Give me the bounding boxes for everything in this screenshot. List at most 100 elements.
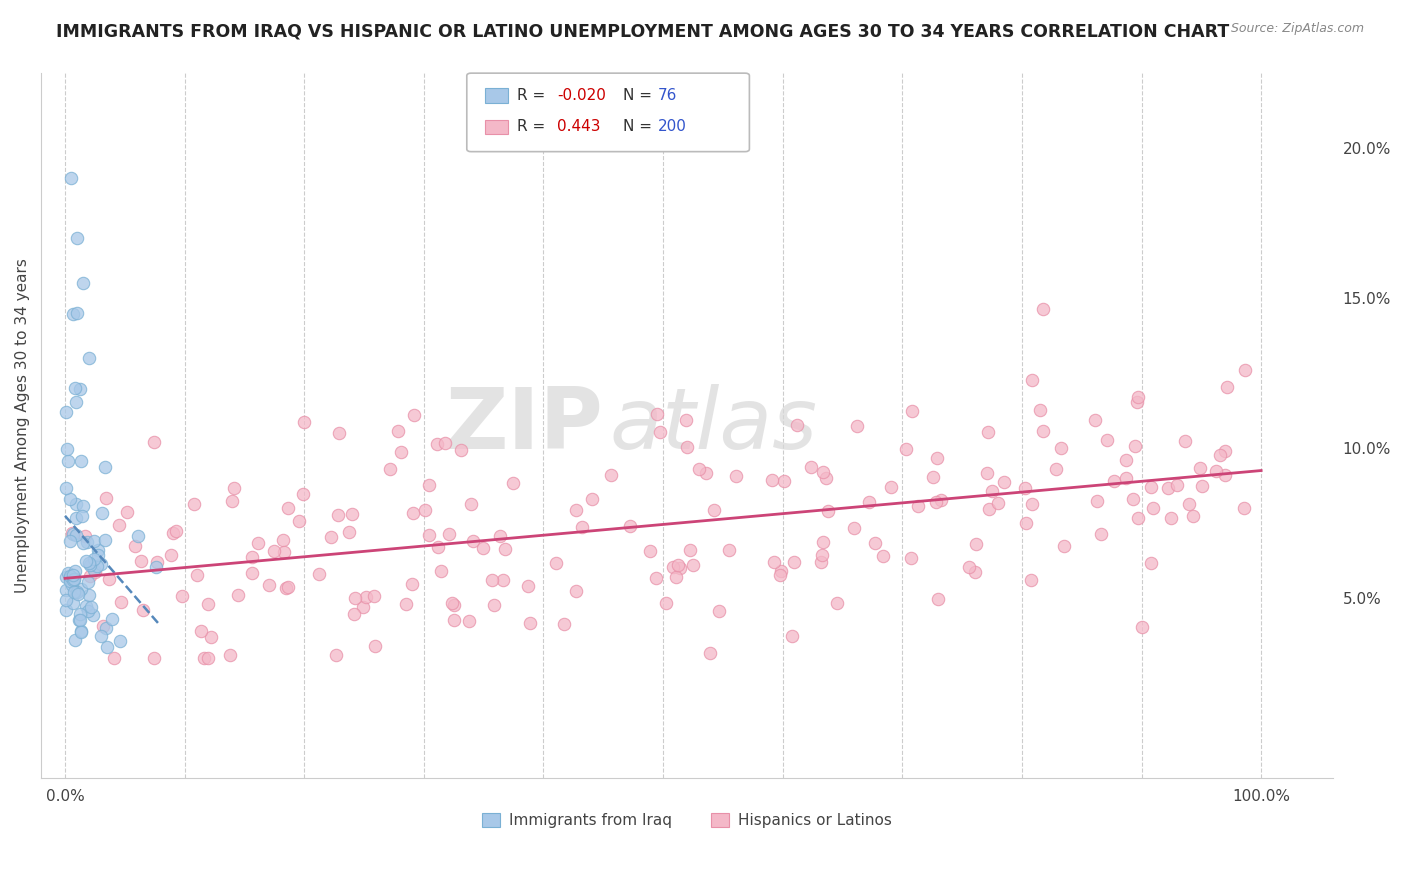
Point xyxy=(981,484,1004,499)
Point xyxy=(69,383,91,397)
Point xyxy=(434,435,457,450)
Point xyxy=(1053,539,1076,553)
Point xyxy=(193,651,215,665)
Point xyxy=(492,573,515,587)
Point xyxy=(688,462,710,476)
Point xyxy=(619,519,641,533)
Point xyxy=(1142,501,1164,516)
Point xyxy=(186,568,208,582)
Point xyxy=(145,560,167,574)
Text: atlas: atlas xyxy=(609,384,817,467)
Point xyxy=(63,572,86,586)
Point xyxy=(73,529,96,543)
Point xyxy=(277,580,299,594)
Point xyxy=(675,413,697,427)
Point xyxy=(430,564,453,578)
Point xyxy=(599,467,621,482)
Point xyxy=(91,619,114,633)
Point xyxy=(197,597,219,611)
Point xyxy=(325,648,347,662)
Point xyxy=(460,497,482,511)
Point xyxy=(1213,467,1236,482)
Point xyxy=(461,534,484,549)
Point xyxy=(94,459,117,474)
Point xyxy=(86,548,108,562)
Point xyxy=(56,442,79,456)
Point xyxy=(426,540,449,554)
Point xyxy=(1160,510,1182,524)
Point xyxy=(170,589,193,603)
Point xyxy=(86,558,108,573)
Point xyxy=(63,572,86,586)
Point xyxy=(363,640,385,654)
Point xyxy=(115,505,138,519)
Point xyxy=(707,604,730,618)
Point xyxy=(110,595,132,609)
Point xyxy=(228,588,250,602)
Point xyxy=(65,564,87,578)
Point xyxy=(197,651,219,665)
Point xyxy=(143,435,166,450)
Text: R =: R = xyxy=(517,88,551,103)
Point xyxy=(221,494,243,508)
Point xyxy=(69,454,91,468)
Point xyxy=(565,503,588,517)
Point xyxy=(662,560,685,574)
Point xyxy=(94,621,117,635)
Text: 0.443: 0.443 xyxy=(557,120,600,134)
Point xyxy=(65,528,87,542)
Point xyxy=(343,591,366,606)
Text: IMMIGRANTS FROM IRAQ VS HISPANIC OR LATINO UNEMPLOYMENT AMONG AGES 30 TO 34 YEAR: IMMIGRANTS FROM IRAQ VS HISPANIC OR LATI… xyxy=(56,22,1229,40)
Point xyxy=(67,587,90,601)
Point xyxy=(1049,441,1071,455)
Point xyxy=(901,403,924,417)
Point xyxy=(581,491,603,506)
Point xyxy=(263,544,285,558)
Point xyxy=(718,543,741,558)
Point xyxy=(682,558,704,572)
Point xyxy=(387,424,409,438)
Point xyxy=(271,533,294,547)
Point xyxy=(83,534,105,549)
Point xyxy=(1104,474,1126,488)
Text: 76: 76 xyxy=(658,88,678,103)
Point xyxy=(1128,390,1150,404)
Point xyxy=(56,454,79,468)
Point xyxy=(1031,424,1053,438)
Point xyxy=(1090,527,1112,541)
Point xyxy=(91,506,114,520)
Point xyxy=(62,571,84,585)
Point xyxy=(815,471,838,485)
Point xyxy=(957,559,980,574)
Point xyxy=(810,555,832,569)
Point xyxy=(59,569,82,583)
Point xyxy=(129,553,152,567)
Point xyxy=(494,541,516,556)
Point xyxy=(308,566,330,581)
Point xyxy=(1174,434,1197,448)
Point xyxy=(676,440,699,454)
Point xyxy=(1126,510,1149,524)
Point xyxy=(811,465,834,479)
Point xyxy=(90,629,112,643)
Point xyxy=(55,603,77,617)
Point xyxy=(70,624,93,639)
Text: -0.020: -0.020 xyxy=(557,88,606,103)
Point xyxy=(858,494,880,508)
Point xyxy=(780,629,803,643)
Point xyxy=(98,572,121,586)
Point xyxy=(703,503,725,517)
Point xyxy=(363,589,385,603)
Point xyxy=(571,520,593,534)
Point xyxy=(343,607,366,621)
Point xyxy=(354,590,377,604)
Point xyxy=(817,504,839,518)
Point xyxy=(65,394,87,409)
Point xyxy=(471,541,494,556)
Point xyxy=(56,566,79,581)
Point xyxy=(378,462,401,476)
Point xyxy=(648,425,671,439)
Point xyxy=(894,442,917,457)
Point xyxy=(63,584,86,599)
Point xyxy=(761,474,783,488)
